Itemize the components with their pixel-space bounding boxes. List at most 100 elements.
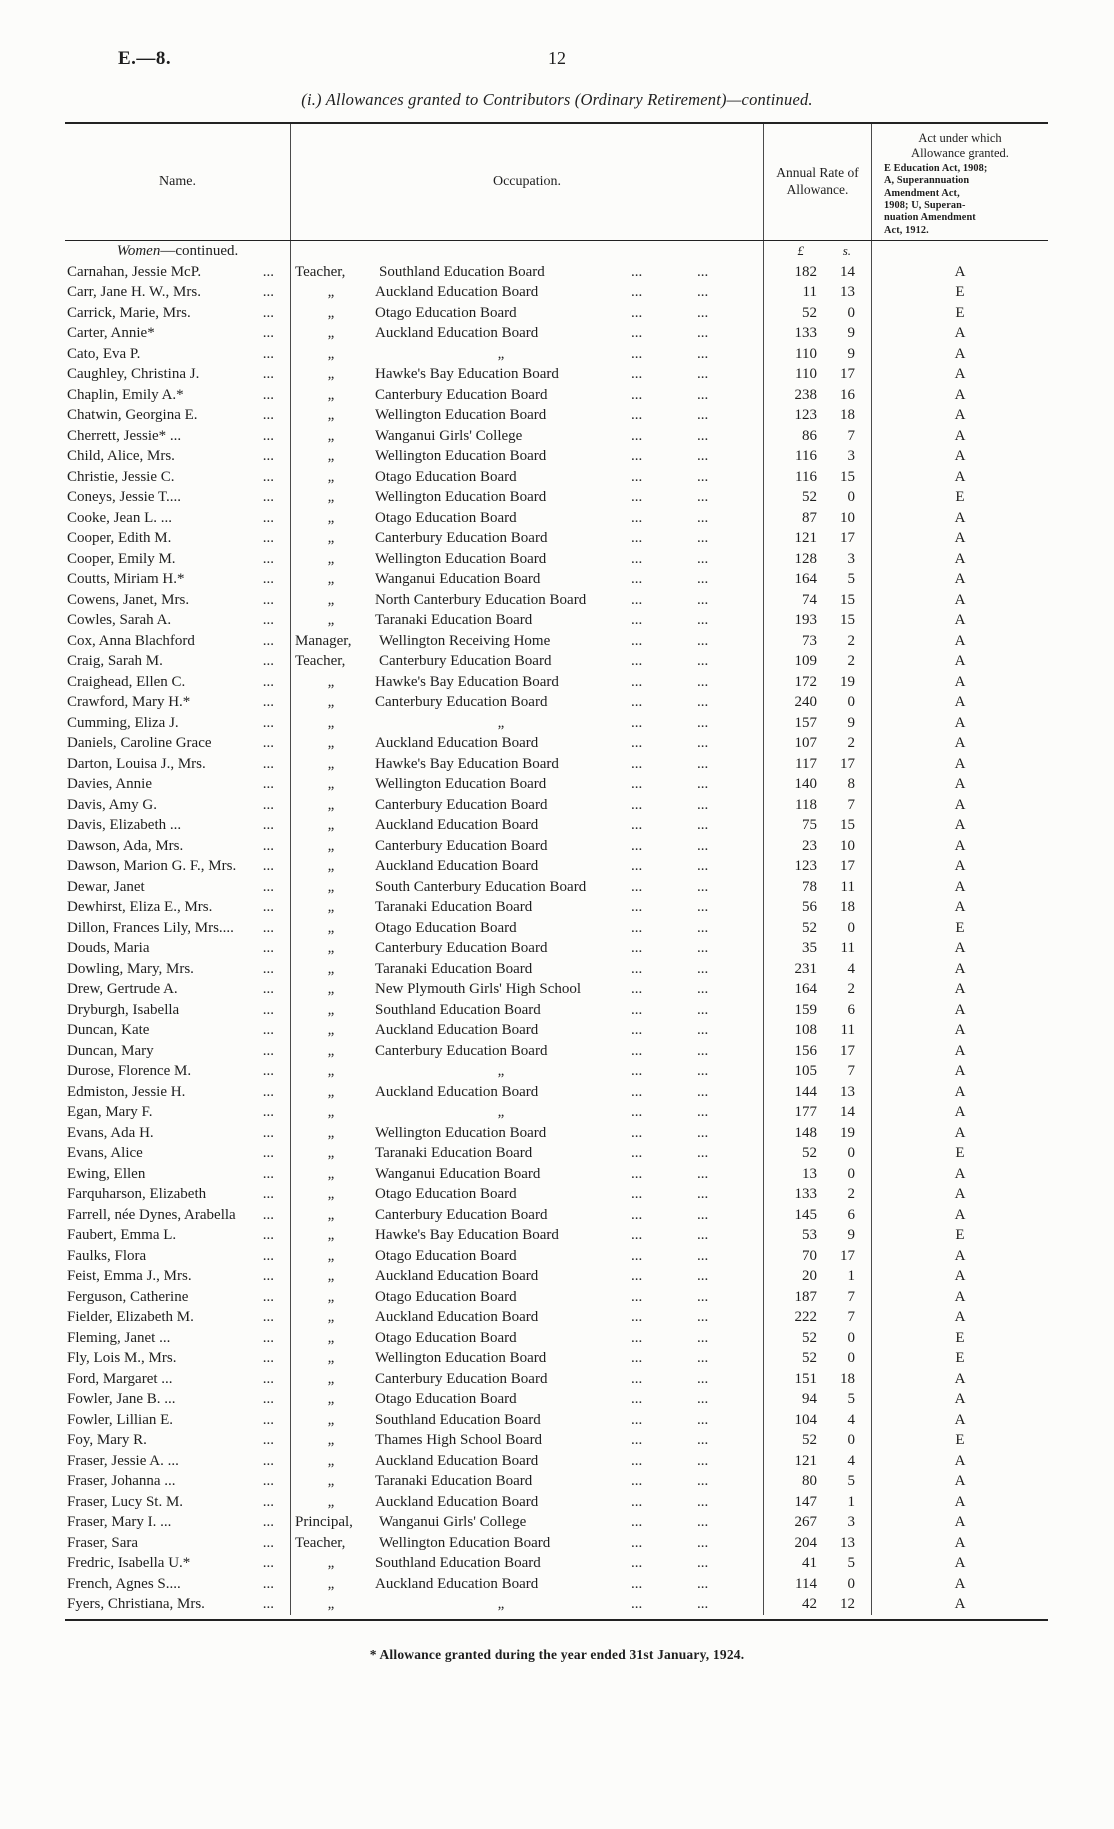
occupation-role: „: [327, 1575, 335, 1592]
act-letter: E: [955, 1329, 965, 1346]
name-cell: Farrell, née Dynes, Arabella ...: [65, 1205, 290, 1226]
amount-pounds: 53: [802, 1227, 817, 1243]
occupation-role: „: [327, 345, 335, 362]
occupation-cell: „ Auckland Education Board ... ...: [290, 323, 763, 344]
leader-dots: ...: [697, 1493, 709, 1510]
act-cell: A: [871, 1512, 1048, 1533]
leader-dots: ...: [697, 550, 709, 567]
name-cell: Feist, Emma J., Mrs. ...: [65, 1266, 290, 1287]
name-cell: Dawson, Marion G. F., Mrs. ...: [65, 856, 290, 877]
occupation-board: Auckland Education Board: [375, 284, 539, 300]
occupation-cell: „ Auckland Education Board ... ...: [290, 1307, 763, 1328]
table-row: Dawson, Ada, Mrs. ... „ Canterbury Educa…: [65, 835, 1048, 856]
act-cell: A: [871, 753, 1048, 774]
table-row: Drew, Gertrude A. ... „ New Plymouth Gir…: [65, 979, 1048, 1000]
occupation-board: „: [497, 1596, 505, 1612]
act-letter: A: [954, 981, 966, 997]
contributor-name: Fraser, Lucy St. M.: [67, 1493, 184, 1510]
occupation-role: Teacher,: [295, 263, 346, 280]
amount-shillings: 17: [840, 1042, 855, 1059]
occupation-cell: „ Auckland Education Board ... ...: [290, 1081, 763, 1102]
act-cell: A: [871, 1409, 1048, 1430]
act-cell: A: [871, 999, 1048, 1020]
occupation-board: Wellington Receiving Home: [379, 632, 551, 649]
contributor-name: Ferguson, Catherine: [67, 1288, 189, 1305]
amount-pounds: 74: [802, 591, 817, 608]
table-row: Foy, Mary R. ... „ Thames High School Bo…: [65, 1430, 1048, 1451]
amount-pounds: 73: [802, 632, 817, 649]
contributor-name: Carr, Jane H. W., Mrs.: [67, 284, 201, 300]
act-letter: A: [954, 796, 966, 813]
act-cell: A: [871, 1184, 1048, 1205]
occupation-role: „: [327, 1124, 335, 1141]
occupation-board: Otago Education Board: [375, 468, 517, 485]
name-cell: Duncan, Kate ...: [65, 1020, 290, 1041]
annual-rate-cell: 104 4: [763, 1409, 871, 1430]
leader-dots: ...: [262, 1063, 274, 1079]
annual-rate-cell: 23 10: [763, 835, 871, 856]
amount-pounds: 156: [794, 1042, 818, 1059]
occupation-board: Southland Education Board: [375, 1411, 541, 1428]
leader-dots: ...: [262, 304, 274, 321]
contributor-name: Egan, Mary F.: [67, 1104, 153, 1120]
occupation-board: Otago Education Board: [375, 1186, 517, 1202]
act-cell: A: [871, 1450, 1048, 1471]
name-cell: Foy, Mary R. ...: [65, 1430, 290, 1451]
table-row: Evans, Alice ... „ Taranaki Education Bo…: [65, 1143, 1048, 1164]
occupation-board: Wellington Education Board: [375, 448, 547, 464]
amount-shillings: 0: [847, 1165, 856, 1182]
leader-dots: ...: [631, 530, 643, 546]
name-cell: Carter, Annie* ...: [65, 323, 290, 344]
leader-dots: ...: [262, 1534, 274, 1551]
leader-dots: ...: [262, 1022, 274, 1038]
leader-dots: ...: [697, 817, 709, 833]
amount-pounds: 172: [794, 673, 818, 690]
occupation-board: Canterbury Education Board: [375, 796, 548, 813]
occupation-cell: „ Canterbury Education Board ... ...: [290, 384, 763, 405]
annual-rate-cell: 187 7: [763, 1286, 871, 1307]
amount-pounds: 182: [794, 263, 818, 280]
act-cell: A: [871, 1163, 1048, 1184]
leader-dots: ...: [631, 776, 643, 792]
leader-dots: ...: [631, 386, 643, 403]
table-row: Dewar, Janet ... „ South Canterbury Educ…: [65, 876, 1048, 897]
amount-shillings: 14: [840, 263, 855, 280]
act-cell: A: [871, 323, 1048, 344]
name-cell: Fraser, Sara ...: [65, 1533, 290, 1554]
amount-pounds: 267: [794, 1514, 818, 1530]
occupation-board: Canterbury Education Board: [375, 1370, 548, 1387]
occupation-board: Auckland Education Board: [375, 1493, 539, 1510]
leader-dots: ...: [697, 1329, 709, 1346]
table-row: Carr, Jane H. W., Mrs. ... „ Auckland Ed…: [65, 282, 1048, 303]
leader-dots: ...: [697, 1165, 709, 1182]
amount-shillings: 17: [840, 530, 855, 546]
occupation-role: „: [327, 1350, 335, 1366]
act-cell: A: [871, 589, 1048, 610]
name-cell: Darton, Louisa J., Mrs. ...: [65, 754, 290, 775]
amount-pounds: 110: [795, 366, 817, 382]
leader-dots: ...: [262, 591, 274, 608]
leader-dots: ...: [631, 981, 643, 997]
name-cell: Daniels, Caroline Grace ...: [65, 733, 290, 754]
annual-rate-cell: 70 17: [763, 1245, 871, 1266]
amount-shillings: 16: [840, 386, 855, 403]
occupation-role: „: [327, 735, 335, 751]
act-letter: E: [955, 1432, 965, 1448]
name-cell: Fielder, Elizabeth M. ...: [65, 1307, 290, 1328]
act-letter: A: [954, 1268, 966, 1284]
amount-shillings: 17: [840, 858, 855, 874]
annual-rate-cell: 52 0: [763, 302, 871, 323]
occupation-board: Otago Education Board: [375, 304, 517, 321]
leader-dots: ...: [631, 714, 643, 731]
act-letter: A: [954, 858, 966, 874]
act-letter: A: [954, 776, 966, 792]
leader-dots: ...: [631, 1370, 643, 1387]
act-cell: A: [871, 876, 1048, 897]
act-letter: A: [954, 837, 966, 854]
name-cell: Caughley, Christina J. ...: [65, 364, 290, 385]
occupation-role: „: [327, 878, 335, 895]
leader-dots: ...: [697, 1124, 709, 1141]
name-cell: Fyers, Christiana, Mrs. ...: [65, 1594, 290, 1615]
leader-dots: ...: [697, 673, 709, 690]
amount-pounds: 128: [794, 550, 818, 567]
